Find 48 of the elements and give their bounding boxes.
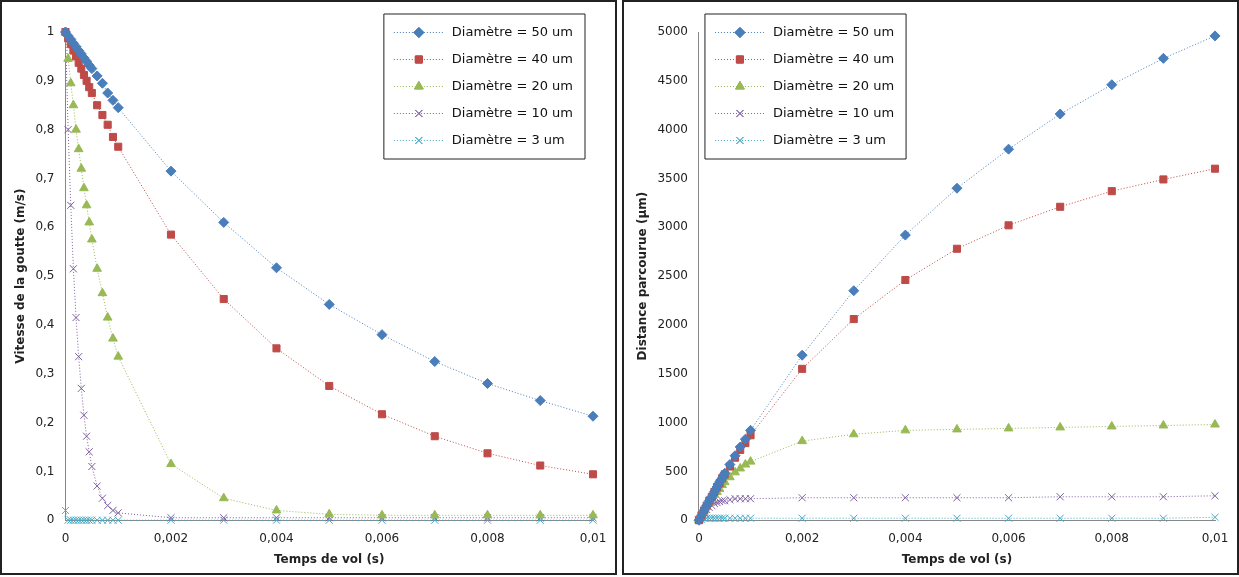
x-tick-label: 0,004 xyxy=(888,530,923,545)
legend-label: Diamètre = 20 um xyxy=(772,77,895,93)
x-tick-label: 0,01 xyxy=(579,530,607,545)
x-tick-label: 0,002 xyxy=(784,530,820,545)
y-tick-label: 1500 xyxy=(657,365,688,380)
legend-label: Diamètre = 3 um xyxy=(451,131,565,147)
x-axis-title: Temps de vol (s) xyxy=(273,551,385,566)
legend-label: Diamètre = 10 um xyxy=(772,104,895,120)
y-tick-label: 0,3 xyxy=(35,365,55,380)
x-tick-label: 0,002 xyxy=(153,530,189,545)
y-tick-label: 0,7 xyxy=(35,170,55,185)
y-tick-label: 0,6 xyxy=(35,219,55,234)
y-tick-label: 0,1 xyxy=(35,463,55,478)
x-tick-label: 0,01 xyxy=(1201,530,1229,545)
y-tick-label: 0,8 xyxy=(35,121,55,136)
y-tick-label: 4000 xyxy=(657,121,688,136)
x-axis-title: Temps de vol (s) xyxy=(901,551,1013,566)
x-tick-label: 0,006 xyxy=(364,530,400,545)
y-tick-label: 0,2 xyxy=(35,414,55,429)
y-axis-title: Distance parcourue (µm) xyxy=(635,191,650,361)
legend-label: Diamètre = 20 um xyxy=(451,77,573,93)
legend-label: Diamètre = 50 um xyxy=(451,23,573,39)
y-tick-label: 1 xyxy=(46,24,55,39)
y-tick-label: 4500 xyxy=(657,72,688,87)
y-tick-label: 1000 xyxy=(657,414,688,429)
x-tick-label: 0 xyxy=(695,530,703,545)
y-tick-label: 0 xyxy=(680,512,688,527)
y-tick-label: 5000 xyxy=(657,24,688,39)
y-tick-label: 2500 xyxy=(657,268,688,283)
legend-label: Diamètre = 10 um xyxy=(451,104,573,120)
x-tick-label: 0,008 xyxy=(470,530,505,545)
y-tick-label: 500 xyxy=(665,463,688,478)
y-axis-title: Vitesse de la goutte (m/s) xyxy=(13,188,28,364)
x-tick-label: 0,008 xyxy=(1094,530,1129,545)
y-tick-label: 0 xyxy=(46,512,55,527)
legend-label: Diamètre = 50 um xyxy=(772,23,895,39)
y-tick-label: 3000 xyxy=(657,219,688,234)
y-tick-label: 0,9 xyxy=(35,72,55,87)
legend-label: Diamètre = 40 um xyxy=(451,50,573,66)
y-tick-label: 3500 xyxy=(657,170,688,185)
legend-label: Diamètre = 40 um xyxy=(772,50,895,66)
y-tick-label: 2000 xyxy=(657,317,688,332)
x-tick-label: 0 xyxy=(61,530,70,545)
y-tick-label: 0,5 xyxy=(35,268,55,283)
y-tick-label: 0,4 xyxy=(35,317,55,332)
x-tick-label: 0,006 xyxy=(991,530,1026,545)
legend-label: Diamètre = 3 um xyxy=(772,131,886,147)
x-tick-label: 0,004 xyxy=(259,530,294,545)
